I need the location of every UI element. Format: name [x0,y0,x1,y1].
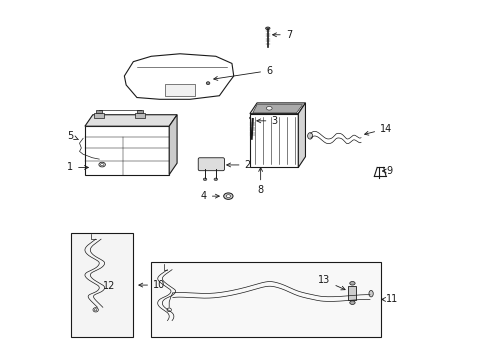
Text: 7: 7 [272,30,291,40]
Text: 13: 13 [318,275,345,290]
Ellipse shape [206,82,209,85]
Polygon shape [169,115,177,175]
Bar [137,111,143,113]
Polygon shape [124,54,233,99]
Ellipse shape [100,163,104,166]
Ellipse shape [214,178,217,180]
Bar [94,113,104,118]
Text: 3: 3 [256,116,277,126]
Ellipse shape [226,195,230,198]
Ellipse shape [307,133,312,139]
Text: 2: 2 [226,160,250,170]
Ellipse shape [223,193,233,199]
Ellipse shape [249,117,254,120]
Text: 8: 8 [257,167,263,195]
Polygon shape [249,103,305,114]
Ellipse shape [349,282,354,285]
Polygon shape [252,105,302,113]
Text: 5: 5 [67,131,78,141]
Bar [348,286,356,300]
Bar [70,233,133,337]
Ellipse shape [94,309,97,311]
Bar [96,111,102,113]
Ellipse shape [167,308,171,312]
Ellipse shape [93,308,98,312]
Ellipse shape [368,291,372,297]
Bar [151,262,380,337]
Ellipse shape [265,27,269,30]
Text: 1: 1 [67,162,88,172]
Text: 12: 12 [102,281,115,291]
Text: 4: 4 [200,191,219,201]
Polygon shape [164,84,195,96]
Ellipse shape [99,162,105,167]
Bar [249,114,298,167]
Bar [85,126,169,175]
Ellipse shape [203,178,206,180]
Text: 11: 11 [381,294,398,305]
Text: 9: 9 [382,166,391,176]
Polygon shape [85,115,177,126]
Ellipse shape [266,107,271,110]
Polygon shape [298,103,305,167]
FancyBboxPatch shape [198,158,224,171]
Text: 10: 10 [139,280,165,290]
Text: 14: 14 [364,124,391,135]
Text: 6: 6 [213,66,272,80]
Bar [135,113,145,118]
Ellipse shape [349,301,354,305]
